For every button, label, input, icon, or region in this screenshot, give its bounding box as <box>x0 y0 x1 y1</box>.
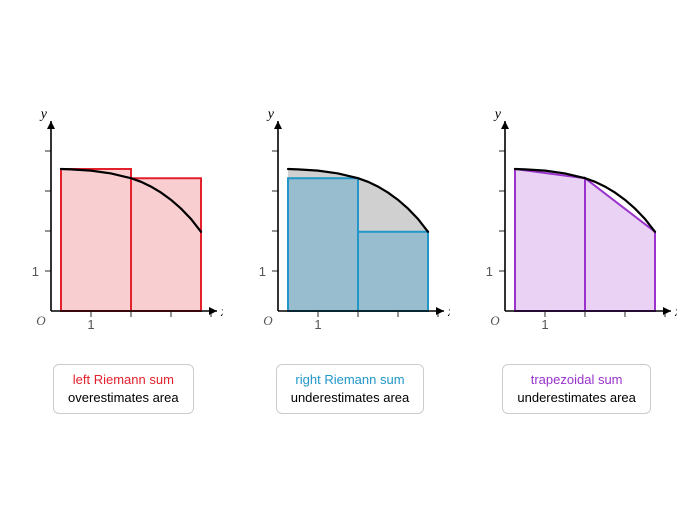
caption-right-line2: underestimates area <box>291 389 410 407</box>
svg-text:x: x <box>447 305 450 320</box>
caption-left-line2: overestimates area <box>68 389 179 407</box>
chart-right: x y O 1 1 <box>250 111 450 346</box>
svg-text:O: O <box>490 313 500 328</box>
svg-text:1: 1 <box>259 264 266 279</box>
svg-text:1: 1 <box>314 317 321 332</box>
caption-trap-line1: trapezoidal sum <box>517 371 636 389</box>
svg-text:x: x <box>674 305 677 320</box>
svg-text:y: y <box>492 111 501 122</box>
caption-right: right Riemann sum underestimates area <box>276 364 425 413</box>
caption-trap: trapezoidal sum underestimates area <box>502 364 651 413</box>
svg-text:1: 1 <box>88 317 95 332</box>
svg-text:y: y <box>39 111 48 122</box>
svg-text:O: O <box>37 313 47 328</box>
caption-right-line1: right Riemann sum <box>291 371 410 389</box>
svg-text:y: y <box>266 111 275 122</box>
svg-text:1: 1 <box>485 264 492 279</box>
chart-left: x y O 1 1 <box>23 111 223 346</box>
svg-text:O: O <box>263 313 273 328</box>
chart-trap: x y O 1 1 <box>477 111 677 346</box>
caption-trap-line2: underestimates area <box>517 389 636 407</box>
caption-left-line1: left Riemann sum <box>68 371 179 389</box>
panel-left: x y O 1 1 left Riemann sum overestimates are… <box>23 111 223 413</box>
panel-right: x y O 1 1 right Riemann sum underestimates a… <box>250 111 450 413</box>
caption-left: left Riemann sum overestimates area <box>53 364 194 413</box>
panel-trap: x y O 1 1 trapezoidal sum underestimates are… <box>477 111 677 413</box>
svg-text:x: x <box>220 305 223 320</box>
svg-text:1: 1 <box>541 317 548 332</box>
figure-container: x y O 1 1 left Riemann sum overestimates are… <box>0 0 700 525</box>
svg-text:1: 1 <box>32 264 39 279</box>
